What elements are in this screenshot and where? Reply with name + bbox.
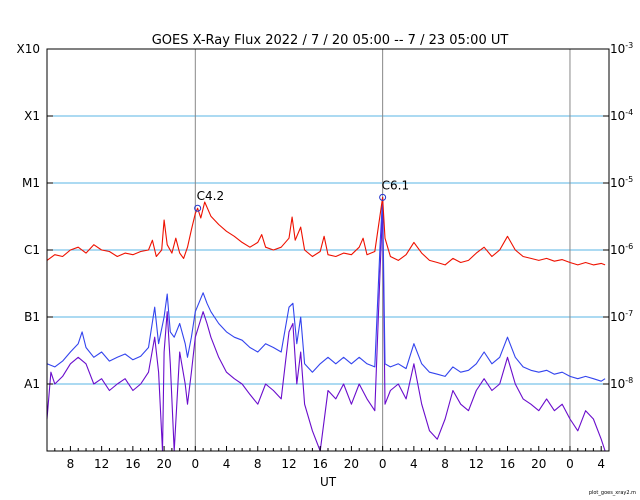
x-tick-label: 20 xyxy=(156,457,171,471)
right-tick-label: 10-3 xyxy=(610,41,633,56)
right-tick-label: 10-4 xyxy=(610,108,633,123)
x-tick-label: 4 xyxy=(223,457,231,471)
series-line-3 xyxy=(46,209,606,452)
left-tick-label: B1 xyxy=(24,310,40,324)
left-tick-label: M1 xyxy=(22,176,40,190)
x-tick-label: 20 xyxy=(344,457,359,471)
right-tick-label: 10-8 xyxy=(610,376,633,391)
x-tick-label: 0 xyxy=(566,457,574,471)
flare-label: C6.1 xyxy=(382,178,409,192)
right-tick-label: 10-6 xyxy=(610,242,633,257)
x-tick-label: 12 xyxy=(281,457,296,471)
left-tick-label: A1 xyxy=(24,377,40,391)
x-tick-label: 16 xyxy=(313,457,328,471)
x-tick-label: 16 xyxy=(500,457,515,471)
chart-title: GOES X-Ray Flux 2022 / 7 / 20 05:00 -- 7… xyxy=(152,33,509,48)
footer-text: plot_goes_xray2.m xyxy=(589,490,636,496)
x-tick-label: 12 xyxy=(94,457,109,471)
series-line-1 xyxy=(46,196,606,266)
left-tick-label: X10 xyxy=(17,42,41,56)
x-tick-label: 4 xyxy=(597,457,605,471)
x-tick-label: 4 xyxy=(410,457,418,471)
flare-marker xyxy=(194,204,202,212)
right-axis: 10-3 10-4 10-5 10-6 10-7 10-8 xyxy=(603,41,633,391)
left-tick-label: X1 xyxy=(24,109,40,123)
x-tick-label: 8 xyxy=(441,457,449,471)
series-line-2 xyxy=(46,196,606,382)
right-tick-label: 10-5 xyxy=(610,175,633,190)
x-tick-label: 8 xyxy=(67,457,75,471)
x-tick-label: 12 xyxy=(469,457,484,471)
x-tick-label: 8 xyxy=(254,457,262,471)
annotations: C4.2 C6.1 xyxy=(194,178,409,212)
x-axis-label: UT xyxy=(320,475,337,489)
x-tick-label: 0 xyxy=(379,457,387,471)
flare-label: C4.2 xyxy=(197,189,224,203)
left-tick-label: C1 xyxy=(24,243,40,257)
right-tick-label: 10-7 xyxy=(610,309,633,324)
flare-marker xyxy=(379,193,387,201)
left-axis: X10 X1 M1 C1 B1 A1 xyxy=(17,42,53,391)
x-axis: 8 12 16 20 0 4 8 12 16 20 0 4 8 12 16 20 0 4 xyxy=(54,446,605,471)
x-tick-label: 20 xyxy=(531,457,546,471)
series-layer xyxy=(46,196,606,452)
x-tick-label: 0 xyxy=(191,457,199,471)
x-tick-label: 16 xyxy=(125,457,140,471)
